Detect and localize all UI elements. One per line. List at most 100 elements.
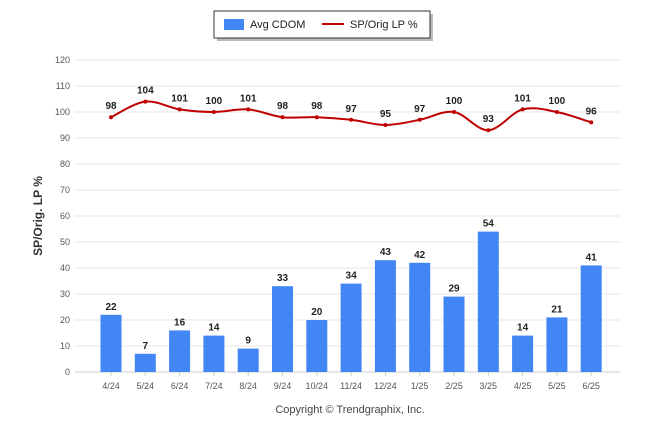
line-point [417, 117, 422, 122]
line-data-label: 100 [446, 96, 463, 107]
bar [443, 296, 465, 372]
line-data-label: 98 [105, 101, 117, 112]
x-tick-label: 3/25 [480, 381, 498, 391]
line-point [383, 123, 388, 127]
y-tick-label: 50 [60, 237, 70, 247]
bar-data-label: 21 [551, 304, 563, 315]
line-point [589, 120, 594, 125]
y-tick-label: 20 [60, 315, 70, 325]
bar [100, 314, 122, 372]
line-data-label: 93 [483, 114, 495, 125]
y-tick-label: 60 [60, 211, 70, 221]
line-point [177, 107, 182, 112]
x-tick-label: 4/24 [102, 381, 120, 391]
bar [580, 265, 602, 372]
bar [340, 283, 362, 372]
line-point [211, 110, 216, 114]
line-point [280, 115, 285, 120]
bar [374, 260, 396, 372]
bar [134, 353, 156, 372]
line-data-label: 101 [240, 93, 257, 104]
y-tick-label: 40 [60, 263, 70, 273]
bar-data-label: 43 [380, 247, 392, 258]
line-data-label: 98 [311, 101, 323, 112]
y-tick-label: 90 [60, 133, 70, 143]
y-tick-label: 70 [60, 185, 70, 195]
bar-data-label: 42 [414, 250, 426, 261]
x-tick-label: 6/25 [582, 381, 600, 391]
bar-data-label: 34 [346, 271, 358, 282]
line-data-label: 101 [171, 93, 188, 104]
bar [203, 335, 225, 372]
bar-series: 22 7 16 14 9 33 20 34 43 42 29 54 14 21 41 [100, 219, 602, 372]
bar-data-label: 7 [143, 341, 149, 352]
y-tick-label: 80 [60, 159, 70, 169]
x-tick-label: 7/24 [205, 381, 223, 391]
bar-data-label: 29 [448, 284, 460, 295]
line-point [452, 110, 456, 114]
bar-data-label: 16 [174, 317, 186, 328]
bar-data-label: 41 [586, 252, 598, 263]
legend-label-line: SP/Orig LP % [350, 19, 418, 31]
x-tick-label: 6/24 [171, 381, 189, 391]
line-point [520, 107, 525, 112]
x-tick-label: 5/25 [548, 381, 566, 391]
y-axis-title: SP/Orig. LP % [31, 176, 45, 256]
x-tick-label: 10/24 [306, 381, 329, 391]
line-point [109, 115, 113, 120]
bar [512, 335, 534, 372]
bar-data-label: 22 [105, 302, 117, 313]
bar-data-label: 14 [208, 323, 220, 334]
legend: Avg CDOM SP/Orig LP % [213, 10, 433, 41]
line-data-label: 95 [380, 109, 392, 120]
line-data-label: 104 [137, 86, 154, 97]
line-data-label: 97 [414, 104, 426, 115]
bar-data-label: 54 [483, 219, 495, 230]
line-point [314, 115, 319, 120]
y-tick-label: 10 [60, 341, 70, 351]
line-point [143, 99, 148, 104]
legend-label-bar: Avg CDOM [250, 19, 305, 31]
x-tick-label: 11/24 [340, 381, 362, 391]
x-tick-label: 8/24 [239, 381, 257, 391]
bar [272, 286, 293, 372]
bar-data-label: 9 [245, 336, 251, 347]
y-tick-label: 0 [65, 367, 70, 377]
bar [306, 320, 328, 372]
bar [477, 231, 499, 372]
y-axis-ticks: 0 10 20 30 40 50 60 70 80 90 100 110 120 [55, 55, 70, 377]
line-point [486, 128, 491, 133]
y-tick-label: 120 [55, 55, 70, 65]
y-tick-label: 100 [55, 107, 70, 117]
line-data-label: 101 [514, 93, 531, 104]
line-point [246, 107, 251, 112]
line-data-label: 97 [346, 104, 358, 115]
line-data-label: 100 [549, 96, 566, 107]
bar [169, 330, 191, 372]
line-data-label: 100 [206, 96, 223, 107]
bar-data-label: 14 [517, 323, 529, 334]
x-tick-label: 1/25 [411, 381, 429, 391]
legend-swatch-bar [224, 19, 244, 30]
line-data-label: 96 [586, 106, 598, 117]
bar [237, 348, 259, 372]
bar [546, 317, 568, 372]
x-tick-label: 2/25 [445, 381, 463, 391]
line-data-label: 98 [277, 101, 289, 112]
x-axis-ticks: 4/24 5/24 6/24 7/24 8/24 9/24 10/24 11/24 12/24 1… [102, 372, 600, 391]
x-tick-label: 12/24 [374, 381, 397, 391]
line-series: 98 104 101 100 101 98 98 97 95 97 100 93 101 100 96 [105, 86, 597, 133]
x-tick-label: 9/24 [274, 381, 292, 391]
line-point [554, 110, 559, 114]
y-tick-label: 30 [60, 289, 70, 299]
y-tick-label: 110 [56, 81, 70, 91]
x-tick-label: 4/25 [514, 381, 532, 391]
bar-data-label: 20 [311, 307, 323, 318]
line-point [349, 117, 354, 122]
copyright-text: Copyright © Trendgraphix, Inc. [275, 404, 424, 416]
x-tick-label: 5/24 [137, 381, 155, 391]
bar [409, 262, 431, 372]
bar-data-label: 33 [277, 273, 289, 284]
